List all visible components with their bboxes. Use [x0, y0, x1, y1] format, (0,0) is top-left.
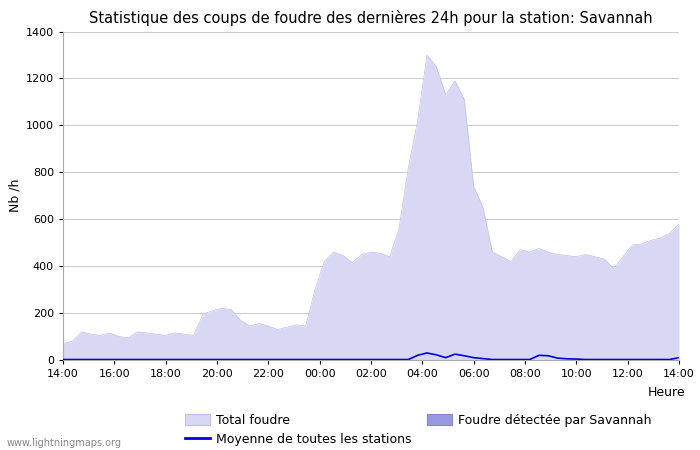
Text: Heure: Heure — [648, 386, 685, 399]
Legend: Total foudre, Moyenne de toutes les stations, Foudre détectée par Savannah: Total foudre, Moyenne de toutes les stat… — [180, 409, 657, 450]
Title: Statistique des coups de foudre des dernières 24h pour la station: Savannah: Statistique des coups de foudre des dern… — [89, 10, 653, 26]
Text: www.lightningmaps.org: www.lightningmaps.org — [7, 438, 122, 448]
Y-axis label: Nb /h: Nb /h — [8, 179, 22, 212]
